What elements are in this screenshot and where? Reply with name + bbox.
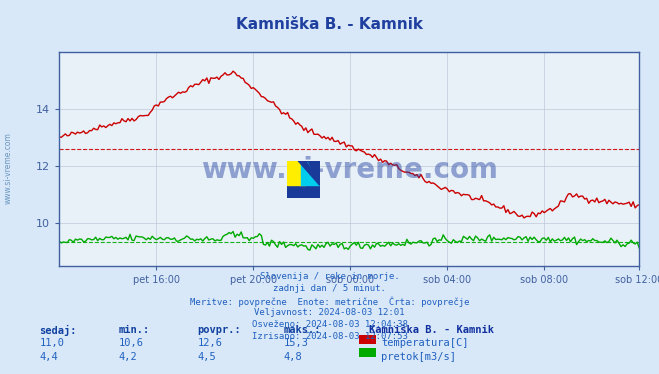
Text: temperatura[C]: temperatura[C] xyxy=(381,338,469,349)
Text: sedaj:: sedaj: xyxy=(40,325,77,336)
Text: 4,8: 4,8 xyxy=(283,352,302,362)
Text: 4,5: 4,5 xyxy=(198,352,216,362)
Text: 4,2: 4,2 xyxy=(119,352,137,362)
Text: Kamniška B. - Kamnik: Kamniška B. - Kamnik xyxy=(369,325,494,335)
Text: zadnji dan / 5 minut.: zadnji dan / 5 minut. xyxy=(273,284,386,293)
Text: maks.:: maks.: xyxy=(283,325,321,335)
Text: Slovenija / reke in morje.: Slovenija / reke in morje. xyxy=(260,272,399,281)
Text: povpr.:: povpr.: xyxy=(198,325,241,335)
Text: 15,3: 15,3 xyxy=(283,338,308,349)
Polygon shape xyxy=(302,161,320,185)
Text: pretok[m3/s]: pretok[m3/s] xyxy=(381,352,456,362)
Text: min.:: min.: xyxy=(119,325,150,335)
Text: Osveženo: 2024-08-03 12:04:38: Osveženo: 2024-08-03 12:04:38 xyxy=(252,320,407,329)
Polygon shape xyxy=(298,161,320,185)
Text: Veljavnost: 2024-08-03 12:01: Veljavnost: 2024-08-03 12:01 xyxy=(254,308,405,317)
Text: 10,6: 10,6 xyxy=(119,338,144,349)
Text: 12,6: 12,6 xyxy=(198,338,223,349)
Text: www.si-vreme.com: www.si-vreme.com xyxy=(4,132,13,204)
Text: Meritve: povprečne  Enote: metrične  Črta: povprečje: Meritve: povprečne Enote: metrične Črta:… xyxy=(190,296,469,307)
Text: 11,0: 11,0 xyxy=(40,338,65,349)
Text: Izrisano: 2024-08-03 12:07:53: Izrisano: 2024-08-03 12:07:53 xyxy=(252,332,407,341)
Polygon shape xyxy=(298,161,320,185)
Text: Kamniška B. - Kamnik: Kamniška B. - Kamnik xyxy=(236,17,423,32)
Text: www.si-vreme.com: www.si-vreme.com xyxy=(201,156,498,184)
Polygon shape xyxy=(287,161,304,185)
Text: 4,4: 4,4 xyxy=(40,352,58,362)
